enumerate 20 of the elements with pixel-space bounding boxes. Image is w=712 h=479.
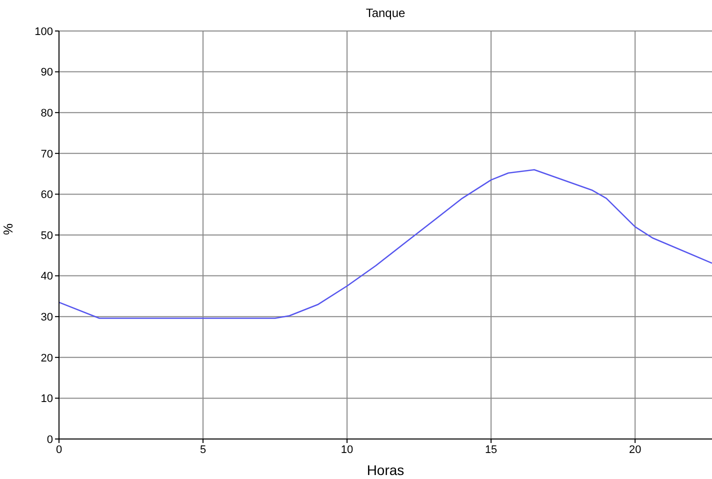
y-tick-label: 30: [40, 312, 53, 324]
y-tick-label: 80: [40, 108, 53, 120]
y-tick-label: 50: [40, 230, 53, 242]
x-tick-label: 10: [340, 444, 354, 456]
y-tick-label: 70: [40, 148, 53, 160]
x-tick-label: 20: [628, 444, 642, 456]
y-tick-label: 90: [40, 66, 53, 79]
y-tick-label: 20: [40, 352, 53, 364]
chart-title: Tanque: [366, 6, 406, 20]
x-tick-label: 5: [200, 444, 206, 456]
y-tick-label: 0: [46, 434, 53, 446]
x-tick-label: 15: [484, 444, 498, 456]
x-axis-title: Horas: [366, 462, 404, 478]
line-series: [59, 169, 712, 319]
x-tick-label: 0: [56, 444, 62, 456]
y-tick-label: 100: [34, 26, 53, 38]
y-tick-label: 40: [40, 270, 53, 283]
y-tick-label: 10: [40, 393, 53, 406]
y-axis-title: %: [0, 223, 16, 235]
y-tick-label: 60: [40, 189, 53, 202]
